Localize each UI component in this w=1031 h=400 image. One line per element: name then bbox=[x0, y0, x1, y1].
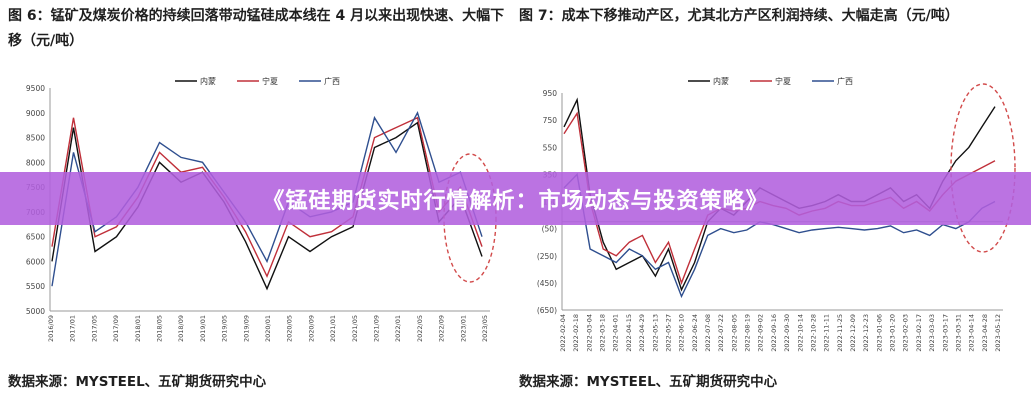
chart1-legend-label: 内蒙 bbox=[200, 76, 216, 86]
chart1-xtick-label: 2017/09 bbox=[112, 315, 120, 342]
chart1-xtick-label: 2023/01 bbox=[459, 315, 467, 342]
chart1-xtick-label: 2019/01 bbox=[199, 315, 207, 342]
chart2-xtick-label: 2022-03-18 bbox=[599, 314, 607, 352]
chart1-xtick-label: 2021/01 bbox=[329, 315, 337, 342]
chart1-xtick-label: 2018/09 bbox=[177, 315, 185, 342]
chart1-ytick-label: 5000 bbox=[26, 307, 45, 316]
chart2-xtick-label: 2022-05-13 bbox=[651, 314, 659, 352]
chart2-ytick-label: 550 bbox=[543, 143, 558, 152]
chart1-legend-label: 广西 bbox=[324, 76, 340, 86]
chart1-xtick-label: 2023/05 bbox=[481, 315, 489, 342]
chart1-xtick-label: 2020/05 bbox=[286, 315, 294, 342]
figure2-title: 图 7：成本下移推动产区，尤其北方产区利润持续、大幅走高（元/吨） bbox=[519, 8, 959, 24]
chart2-ytick-label: (250) bbox=[537, 252, 557, 261]
chart2-xtick-label: 2022-10-28 bbox=[809, 314, 817, 352]
chart2-xtick-label: 2023-01-20 bbox=[889, 314, 897, 352]
chart2-xtick-label: 2022-08-05 bbox=[730, 314, 738, 352]
chart2-ytick-label: 950 bbox=[543, 89, 558, 98]
chart2-xtick-label: 2022-06-10 bbox=[678, 314, 686, 352]
chart1-xtick-label: 2020/09 bbox=[307, 315, 315, 342]
chart2-xtick-label: 2022-09-16 bbox=[770, 314, 778, 352]
chart1-ytick-label: 6500 bbox=[26, 233, 45, 242]
chart2-xtick-label: 2023-03-03 bbox=[928, 314, 936, 352]
chart2-xtick-label: 2022-05-27 bbox=[664, 314, 672, 352]
chart1-ytick-label: 9000 bbox=[26, 109, 45, 118]
chart2-xtick-label: 2023-03-31 bbox=[954, 314, 962, 352]
chart2-legend-label: 内蒙 bbox=[713, 76, 729, 86]
chart2-legend-label: 宁夏 bbox=[775, 76, 791, 86]
chart1-ytick-label: 5500 bbox=[26, 282, 45, 291]
chart2-xtick-label: 2022-09-30 bbox=[783, 314, 791, 352]
figure2-source: 数据来源：MYSTEEL、五矿期货研究中心 bbox=[519, 374, 778, 390]
title-banner: 《锰硅期货实时行情解析：市场动态与投资策略》 bbox=[0, 172, 1031, 225]
chart2-xtick-label: 2022-03-04 bbox=[585, 314, 593, 352]
chart1-xtick-label: 2016/09 bbox=[47, 315, 55, 342]
chart1-legend-label: 宁夏 bbox=[262, 76, 278, 86]
chart2-xtick-label: 2022-12-09 bbox=[849, 314, 857, 352]
chart1-ytick-label: 9500 bbox=[26, 84, 45, 93]
chart2-xtick-label: 2022-02-04 bbox=[559, 314, 567, 352]
chart2-xtick-label: 2022-04-01 bbox=[612, 314, 620, 352]
chart2-highlight-circle bbox=[950, 83, 1016, 253]
chart2-legend-label: 广西 bbox=[837, 76, 853, 86]
chart2-xtick-label: 2022-11-11 bbox=[823, 314, 831, 352]
chart1-series-line bbox=[51, 121, 483, 291]
chart2-xtick-label: 2022-12-23 bbox=[862, 314, 870, 352]
chart1-ytick-label: 8000 bbox=[26, 158, 45, 167]
figure1-title: 图 6：锰矿及煤炭价格的持续回落带动锰硅成本线在 4 月以来出现快速、大幅下移（… bbox=[8, 8, 505, 49]
chart2-xtick-label: 2022-06-24 bbox=[691, 314, 699, 352]
chart1-xtick-label: 2019/05 bbox=[221, 315, 229, 342]
chart1-xtick-label: 2017/01 bbox=[69, 315, 77, 342]
chart2-xtick-label: 2023-04-28 bbox=[981, 314, 989, 352]
chart2-series-line bbox=[563, 172, 996, 299]
chart1-ytick-label: 8500 bbox=[26, 134, 45, 143]
chart2-xtick-label: 2022-04-15 bbox=[625, 314, 633, 352]
chart2-xtick-label: 2022-11-25 bbox=[836, 314, 844, 352]
chart2-xtick-label: 2022-07-22 bbox=[717, 314, 725, 352]
figure1-source: 数据来源：MYSTEEL、五矿期货研究中心 bbox=[8, 374, 267, 390]
chart1-xtick-label: 2020/01 bbox=[264, 315, 272, 342]
chart2-xtick-label: 2022-09-02 bbox=[757, 314, 765, 352]
chart1-ytick-label: 6000 bbox=[26, 257, 45, 266]
chart1-xtick-label: 2018/05 bbox=[156, 315, 164, 342]
chart2-xtick-label: 2022-08-19 bbox=[744, 314, 752, 352]
chart1-xtick-label: 2018/01 bbox=[134, 315, 142, 342]
chart2-xtick-label: 2023-01-06 bbox=[875, 314, 883, 352]
chart2-xtick-label: 2023-02-03 bbox=[902, 314, 910, 352]
chart1-xtick-label: 2021/09 bbox=[373, 315, 381, 342]
chart1-xtick-label: 2022/09 bbox=[438, 315, 446, 342]
chart2-ytick-label: (50) bbox=[542, 225, 557, 234]
chart1-xtick-label: 2022/05 bbox=[416, 315, 424, 342]
chart2-xtick-label: 2023-02-17 bbox=[915, 314, 923, 352]
chart2-ytick-label: (450) bbox=[537, 279, 557, 288]
chart2-xtick-label: 2022-10-14 bbox=[796, 314, 804, 352]
chart2-xtick-label: 2023-05-12 bbox=[994, 314, 1002, 352]
chart1-xtick-label: 2019/09 bbox=[242, 315, 250, 342]
chart2-xtick-label: 2022-07-08 bbox=[704, 314, 712, 352]
chart1-xtick-label: 2021/05 bbox=[351, 315, 359, 342]
chart2-xtick-label: 2022-02-18 bbox=[572, 314, 580, 352]
chart2-xtick-label: 2022-04-29 bbox=[638, 314, 646, 352]
chart2-ytick-label: (650) bbox=[537, 306, 557, 315]
chart1-xtick-label: 2022/01 bbox=[394, 315, 402, 342]
chart2-ytick-label: 750 bbox=[543, 116, 558, 125]
chart1-xtick-label: 2017/05 bbox=[90, 315, 98, 342]
chart2-xtick-label: 2023-03-17 bbox=[941, 314, 949, 352]
banner-text: 《锰硅期货实时行情解析：市场动态与投资策略》 bbox=[262, 188, 769, 214]
chart2-xtick-label: 2023-04-14 bbox=[968, 314, 976, 352]
